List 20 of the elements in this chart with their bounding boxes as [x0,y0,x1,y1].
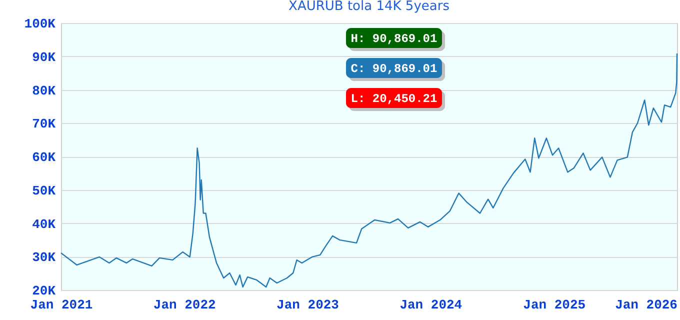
x-tick-label: Jan 2023 [276,298,340,312]
y-tick-label: 20K [32,284,56,298]
y-tick-label: 100K [24,16,56,32]
x-tick-label: Jan 2021 [30,298,93,312]
chart-title: XAURUB tola 14K 5years [288,0,450,14]
y-tick-label: 80K [32,83,56,98]
y-tick-label: 50K [32,183,56,198]
x-tick-label: Jan 2022 [153,298,216,312]
y-tick-label: 70K [32,116,56,132]
line-series [60,52,678,288]
annotation: H: 90,869.01 [350,32,438,46]
annotation: L: 20,450.21 [350,92,438,106]
y-tick-label: 90K [32,50,56,65]
x-tick-label: Jan 2024 [400,298,462,312]
annotation: C: 90,869.01 [350,62,438,76]
y-tick-label: 40K [32,216,56,232]
x-tick-label: Jan 2025 [523,298,586,312]
y-tick-label: 60K [32,150,56,165]
x-tick-label: Jan 2026 [615,298,678,312]
y-tick-label: 30K [32,250,56,266]
